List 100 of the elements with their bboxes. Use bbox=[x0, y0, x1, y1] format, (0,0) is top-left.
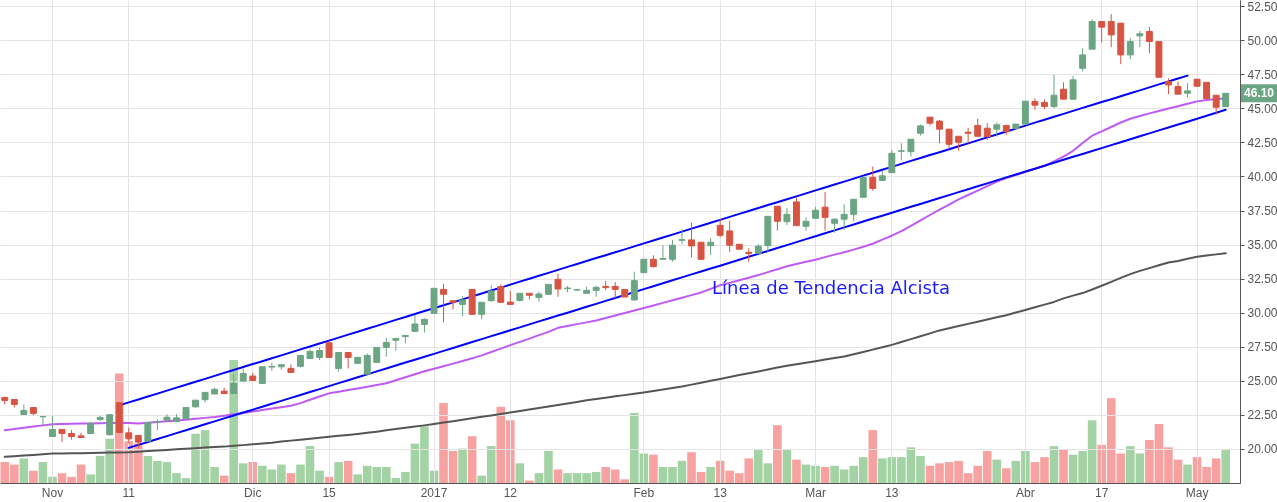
candlestick bbox=[1098, 21, 1106, 44]
text: 46.10 bbox=[1243, 86, 1275, 101]
candlestick bbox=[58, 428, 66, 443]
x-tick-label: 17 bbox=[1095, 485, 1109, 500]
x-tick-label: Mar bbox=[805, 485, 826, 500]
y-tick-label: 45.00 bbox=[1247, 101, 1277, 116]
bar bbox=[773, 425, 782, 483]
candlestick bbox=[440, 283, 447, 323]
candlestick bbox=[1031, 97, 1039, 111]
candlestick bbox=[669, 239, 676, 263]
y-tick-label: 25.00 bbox=[1247, 374, 1277, 389]
candlestick bbox=[840, 203, 848, 231]
candlestick bbox=[1021, 100, 1029, 126]
candlestick bbox=[535, 291, 543, 303]
x-tick-label: May bbox=[1185, 485, 1209, 500]
y-tick-label: 42.50 bbox=[1247, 135, 1277, 150]
bar bbox=[467, 436, 477, 483]
x-tick-label: Abr bbox=[1016, 485, 1035, 500]
y-tick-label: 22.50 bbox=[1247, 408, 1277, 423]
x-tick-label: 2017 bbox=[420, 485, 448, 500]
y-tick-label: 27.50 bbox=[1247, 340, 1277, 355]
candlestick bbox=[783, 207, 791, 226]
candlestick bbox=[897, 142, 905, 161]
bar bbox=[29, 470, 38, 483]
candlestick bbox=[144, 422, 152, 442]
candlestick bbox=[449, 300, 457, 310]
bar bbox=[19, 458, 29, 483]
x-tick-label: 15 bbox=[322, 485, 337, 500]
candlestick bbox=[859, 176, 867, 198]
candlestick bbox=[411, 314, 419, 332]
candlestick bbox=[335, 351, 343, 373]
candlestick bbox=[39, 415, 47, 426]
bar bbox=[515, 463, 525, 483]
x-tick-label: 13 bbox=[713, 485, 728, 500]
y-tick-label: 32.50 bbox=[1247, 272, 1277, 287]
candlestick bbox=[793, 196, 800, 227]
candlestick bbox=[688, 222, 695, 258]
bar bbox=[1002, 468, 1011, 483]
candlestick bbox=[659, 244, 667, 260]
y-tick-label: 40.00 bbox=[1247, 169, 1277, 184]
candlestick bbox=[630, 271, 638, 301]
candlestick bbox=[49, 415, 56, 438]
bar bbox=[1183, 464, 1192, 483]
bar bbox=[868, 430, 878, 483]
x-tick-label: 13 bbox=[885, 485, 899, 500]
bar bbox=[782, 449, 792, 483]
candlestick bbox=[1079, 47, 1087, 73]
bar bbox=[649, 454, 658, 483]
y-tick-label: 20.00 bbox=[1247, 442, 1277, 457]
candlestick bbox=[1107, 13, 1115, 48]
bar bbox=[553, 469, 563, 483]
candlestick bbox=[945, 128, 953, 150]
line-series bbox=[3, 252, 1227, 458]
candlestick bbox=[773, 205, 781, 232]
candlestick bbox=[726, 220, 734, 253]
candlestick bbox=[1145, 26, 1153, 54]
candlestick bbox=[1050, 74, 1058, 109]
y-tick-label: 52.50 bbox=[1247, 0, 1277, 14]
candlestick bbox=[850, 198, 858, 222]
candlestick bbox=[1212, 94, 1220, 116]
candlestick bbox=[554, 273, 562, 298]
bar bbox=[706, 467, 715, 483]
candlestick bbox=[459, 295, 467, 317]
y-tick-label: 30.00 bbox=[1247, 306, 1277, 321]
candlestick bbox=[382, 337, 390, 358]
candlestick bbox=[1126, 37, 1134, 60]
y-tick-label: 47.50 bbox=[1247, 67, 1277, 82]
candlestick bbox=[888, 149, 896, 174]
bar bbox=[286, 473, 296, 483]
candlestick bbox=[821, 191, 829, 232]
x-tick-label: 11 bbox=[122, 485, 136, 500]
candlestick bbox=[678, 228, 686, 245]
candlestick bbox=[1069, 75, 1077, 100]
bar bbox=[1049, 446, 1059, 483]
y-tick-label: 37.50 bbox=[1247, 204, 1277, 218]
bar bbox=[1221, 449, 1230, 483]
candlestick bbox=[230, 373, 238, 394]
y-tick-label: 50.00 bbox=[1247, 33, 1277, 48]
candlestick bbox=[716, 218, 724, 238]
candlestick bbox=[802, 216, 810, 232]
candlestick bbox=[745, 247, 753, 263]
bar bbox=[992, 459, 1002, 483]
candlestick bbox=[287, 363, 295, 373]
x-tick-label: Dic bbox=[244, 485, 262, 500]
x-tick-label: 12 bbox=[503, 485, 518, 500]
annotation: Línea de Tendencia Alcista bbox=[711, 277, 951, 298]
bar bbox=[458, 448, 467, 483]
bar bbox=[334, 462, 343, 483]
y-tick-label: 35.00 bbox=[1247, 238, 1277, 253]
x-tick-label: Feb bbox=[633, 485, 655, 500]
bar bbox=[248, 462, 258, 483]
candlestick bbox=[363, 352, 371, 376]
bar bbox=[792, 459, 801, 483]
x-tick-label: Nov bbox=[41, 485, 64, 500]
bar bbox=[1059, 449, 1068, 483]
bar bbox=[820, 467, 830, 483]
bar bbox=[343, 460, 353, 483]
candlestick bbox=[869, 166, 877, 192]
line-series bbox=[127, 108, 1227, 449]
candlestick bbox=[163, 413, 171, 421]
